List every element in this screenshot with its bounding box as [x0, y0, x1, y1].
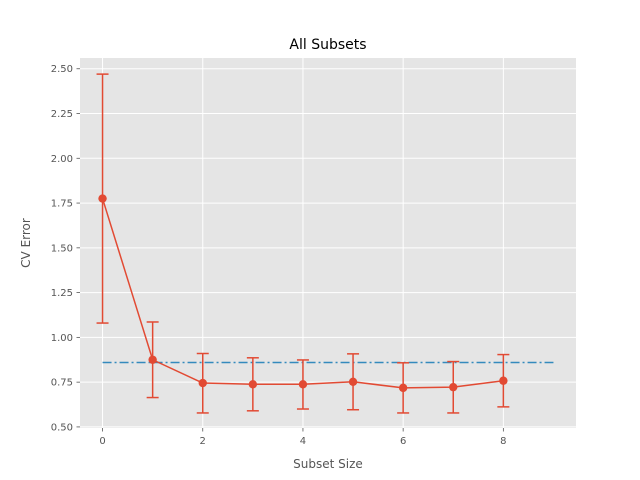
data-point: [198, 378, 207, 388]
x-tick-label: 0: [99, 436, 105, 447]
x-tick-label: 8: [500, 436, 506, 447]
y-axis-label: CV Error: [19, 218, 33, 268]
y-tick-label: 1.25: [51, 288, 73, 299]
y-tick-label: 0.75: [51, 378, 73, 389]
y-tick-label: 1.00: [51, 333, 73, 344]
x-axis-label: Subset Size: [293, 457, 363, 471]
y-tick-label: 2.50: [51, 64, 73, 75]
y-tick-label: 0.50: [51, 422, 73, 433]
y-tick-label: 1.50: [51, 243, 73, 254]
x-tick-label: 2: [200, 436, 206, 447]
y-axis: 0.50 0.75 1.00 1.25 1.50 1.75 2.00 2.25 2.50: [51, 64, 80, 433]
data-point: [298, 380, 308, 389]
y-tick-label: 2.25: [51, 109, 73, 120]
chart-title: All Subsets: [289, 37, 366, 53]
data-point: [499, 376, 508, 385]
data-point: [449, 382, 458, 392]
y-tick-label: 2.00: [51, 154, 73, 165]
x-tick-label: 4: [300, 436, 306, 447]
data-point: [148, 355, 157, 364]
plot-area: [80, 58, 576, 428]
y-tick-label: 1.75: [51, 199, 73, 210]
series-layer: [96, 73, 554, 414]
x-axis: 0 2 4 6 8: [99, 428, 507, 447]
data-point: [98, 194, 107, 203]
x-tick-label: 6: [400, 436, 406, 447]
data-point: [248, 380, 258, 389]
data-point: [398, 383, 408, 393]
data-point: [348, 377, 358, 386]
